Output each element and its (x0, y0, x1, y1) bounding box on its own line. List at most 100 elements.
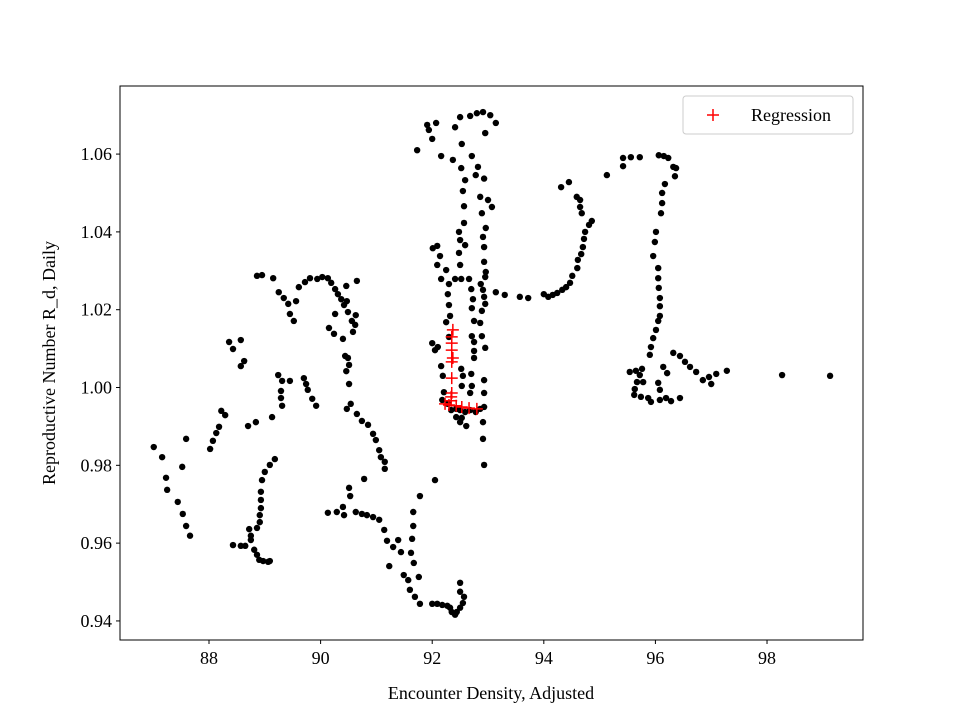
point (319, 273, 326, 281)
point (652, 228, 660, 236)
point (470, 354, 478, 362)
point (369, 513, 377, 521)
point (407, 549, 415, 557)
point (215, 423, 223, 431)
point (477, 319, 484, 327)
point (681, 358, 689, 366)
point (343, 282, 350, 290)
point (343, 405, 351, 413)
x-tick-label: 96 (646, 648, 664, 668)
point (410, 522, 417, 530)
point (410, 508, 417, 516)
point (358, 417, 366, 425)
point (416, 492, 424, 500)
point (445, 301, 453, 309)
point (461, 408, 469, 416)
point (257, 504, 265, 512)
x-tick-label: 92 (423, 648, 441, 668)
point (574, 256, 582, 264)
point (468, 285, 475, 293)
point (295, 283, 303, 291)
point (479, 286, 487, 294)
point (434, 242, 441, 250)
point (240, 357, 248, 365)
point (237, 336, 245, 344)
point (445, 280, 453, 288)
point (660, 363, 667, 371)
point (352, 508, 359, 516)
point (429, 135, 436, 143)
point (670, 349, 677, 357)
point (286, 377, 294, 385)
point (437, 275, 445, 283)
point (261, 468, 269, 476)
point (364, 421, 372, 429)
point (663, 369, 671, 377)
point (656, 294, 664, 302)
point (369, 430, 377, 438)
point (343, 367, 350, 375)
point (456, 604, 464, 611)
point (440, 388, 448, 396)
point (353, 410, 361, 418)
point (266, 557, 274, 565)
point (480, 293, 488, 301)
point (579, 243, 587, 251)
point (647, 398, 655, 406)
point (480, 258, 488, 266)
point (247, 536, 255, 544)
point (314, 275, 321, 283)
point (343, 297, 351, 305)
point (278, 377, 286, 385)
point (477, 280, 484, 288)
y-tick-label: 0.96 (81, 533, 113, 553)
point (459, 599, 467, 607)
point (463, 402, 476, 415)
point (286, 310, 294, 318)
point (237, 542, 245, 550)
point (269, 274, 277, 282)
x-axis-label: Encounter Density, Adjusted (388, 683, 594, 703)
point (439, 372, 447, 380)
point (647, 343, 655, 351)
point (459, 372, 467, 380)
point (434, 261, 441, 269)
point (562, 283, 570, 291)
point (258, 271, 266, 279)
point (516, 293, 524, 301)
point (425, 126, 433, 134)
point (479, 435, 487, 443)
point (480, 243, 488, 251)
point (451, 124, 459, 131)
point (334, 290, 342, 298)
point (436, 252, 444, 260)
point (655, 274, 662, 282)
point (665, 154, 672, 162)
y-tick-label: 0.98 (81, 455, 113, 475)
point (637, 393, 645, 401)
point (554, 289, 561, 297)
point (649, 334, 657, 342)
point (244, 422, 252, 430)
point (328, 279, 335, 287)
point (218, 407, 225, 415)
point (455, 400, 468, 413)
point (655, 152, 662, 159)
point (292, 297, 300, 305)
point (325, 324, 333, 332)
point (460, 593, 468, 601)
point (389, 543, 397, 551)
point (256, 518, 263, 526)
point (437, 362, 445, 370)
legend-box (682, 95, 854, 135)
point (394, 536, 402, 544)
point (360, 475, 368, 483)
point (574, 264, 581, 272)
point (405, 576, 412, 584)
point (639, 378, 647, 386)
point (662, 394, 670, 402)
point (301, 278, 309, 286)
point (656, 302, 664, 310)
point (484, 196, 492, 204)
